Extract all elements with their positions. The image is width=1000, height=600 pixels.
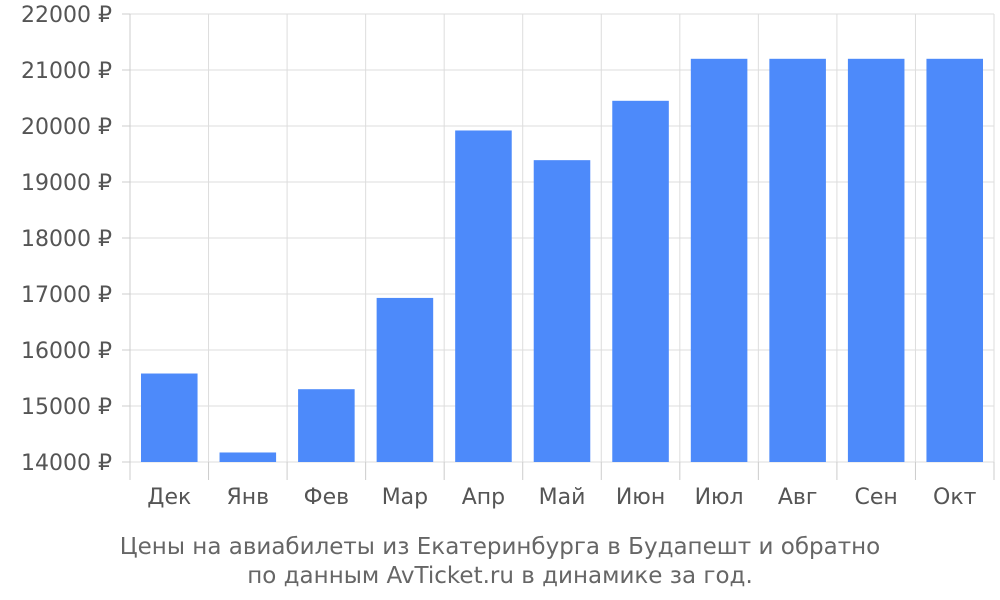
bar [612, 100, 669, 463]
x-tick-label: Май [539, 485, 586, 510]
y-tick-label: 20000 ₽ [21, 115, 112, 140]
bar [455, 130, 512, 463]
bar [219, 452, 277, 462]
x-tick-label: Фев [304, 485, 349, 510]
y-tick-label: 19000 ₽ [21, 171, 112, 196]
y-tick-label: 16000 ₽ [21, 339, 112, 364]
bar [926, 58, 984, 463]
x-axis-labels: Дек Янв Фев Мар Апр Май Июн Июл Авг Сен Окт [147, 485, 976, 510]
axes [122, 13, 995, 480]
bar [376, 297, 434, 462]
y-axis-labels: 14000 ₽ 15000 ₽ 16000 ₽ 17000 ₽ 18000 ₽ 19000… [21, 3, 112, 476]
x-tick-label: Янв [226, 485, 269, 510]
x-tick-label: Июл [695, 485, 744, 510]
y-tick-label: 14000 ₽ [21, 451, 112, 476]
bar [140, 373, 198, 462]
y-tick-label: 15000 ₽ [21, 395, 112, 420]
y-tick-label: 17000 ₽ [21, 283, 112, 308]
bars [140, 58, 984, 463]
x-tick-label: Апр [462, 485, 505, 510]
caption-line-2: по данным AvTicket.ru в динамике за год. [247, 563, 753, 589]
y-tick-label: 18000 ₽ [21, 227, 112, 252]
bar [769, 58, 826, 463]
x-tick-label: Мар [382, 485, 428, 510]
x-tick-label: Сен [855, 485, 898, 510]
x-tick-label: Авг [778, 485, 818, 510]
chart-caption: Цены на авиабилеты из Екатеринбурга в Бу… [0, 533, 1000, 591]
bar [533, 160, 591, 462]
y-tick-label: 21000 ₽ [21, 59, 112, 84]
x-tick-label: Июн [616, 485, 665, 510]
bar [690, 58, 748, 463]
bar [298, 389, 355, 462]
caption-line-1: Цены на авиабилеты из Екатеринбурга в Бу… [119, 534, 881, 560]
bar [847, 58, 905, 463]
y-tick-label: 22000 ₽ [21, 3, 112, 28]
x-tick-label: Дек [147, 485, 191, 510]
x-tick-label: Окт [933, 485, 977, 510]
